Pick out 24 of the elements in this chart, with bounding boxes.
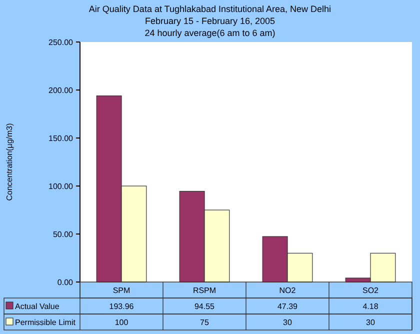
data-label: 30 [366, 318, 376, 327]
chart-subtitle: February 15 - February 16, 2005 [144, 16, 276, 26]
data-label: 193.96 [109, 302, 134, 311]
x-tick-label: SPM [112, 286, 130, 295]
y-tick-label: 200.00 [48, 86, 74, 95]
data-label: 94.55 [194, 302, 216, 311]
text: 24 hourly average(6 am to 6 am) [144, 28, 276, 38]
y-tick-label: 100.00 [48, 182, 74, 191]
x-tick-label: SO2 [362, 286, 380, 295]
y-tick-label: 50.00 [52, 230, 74, 239]
data-label: 30 [283, 318, 292, 327]
y-tick-label: 0.00 [57, 278, 74, 287]
data-label: 4.18 [362, 302, 379, 311]
legend-label: Actual Value [15, 302, 60, 311]
y-tick-label: 250.00 [48, 38, 74, 47]
data-label: 100 [114, 318, 129, 327]
data-label: 75 [200, 318, 210, 327]
data-label: 47.39 [277, 302, 298, 311]
y-axis-title: Concentration(µg/m3) [5, 122, 14, 201]
legend-label: Permissible Limit [15, 318, 76, 327]
chart-title: Air Quality Data at Tughlakabad Institutional Area, New Delhi [88, 4, 332, 14]
y-tick-label: 150.00 [48, 134, 74, 143]
x-tick-label: NO2 [279, 286, 296, 295]
x-tick-label: RSPM [192, 286, 216, 295]
